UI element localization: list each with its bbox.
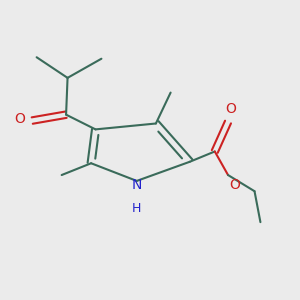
Text: O: O	[14, 112, 25, 126]
Text: H: H	[132, 202, 141, 214]
Text: N: N	[132, 178, 142, 192]
Text: O: O	[230, 178, 240, 192]
Text: O: O	[226, 102, 236, 116]
